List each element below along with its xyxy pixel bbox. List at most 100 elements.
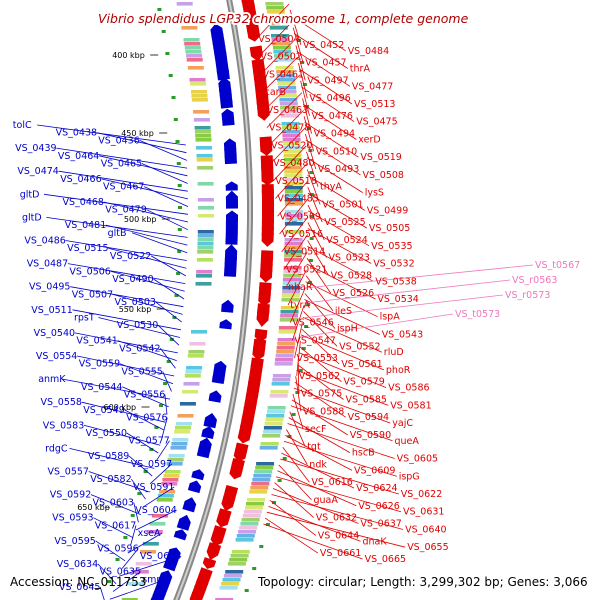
gene-label: VS_0593 (52, 513, 93, 524)
cog-block-inner (191, 330, 207, 334)
cog-block-outer (229, 558, 248, 562)
gene-label-leader (289, 9, 302, 46)
gene-label-leader (97, 563, 117, 585)
cog-block-outer (238, 530, 257, 534)
rna-tick-inner (169, 338, 174, 341)
cog-block-outer (280, 114, 299, 118)
cog-block-inner (157, 494, 174, 498)
gene-label-leader (307, 228, 372, 264)
cog-block-outer (278, 330, 297, 334)
gene-label-leader (164, 394, 168, 415)
rna-tick-inner (154, 426, 159, 429)
cog-block-outer (284, 182, 303, 186)
cog-block-outer (269, 22, 287, 26)
gene-label: VS_0487 (27, 259, 68, 270)
rna-tick-outer (308, 259, 313, 262)
cog-block-outer (254, 470, 273, 474)
gene-label-leader (258, 21, 293, 57)
gene-label-leader (307, 192, 368, 229)
gene-label: VS_0592 (50, 490, 91, 501)
cog-block-outer (265, 2, 284, 6)
cog-block-inner (175, 426, 191, 430)
gene-label-leader (290, 15, 346, 52)
rna-tick-inner (165, 52, 170, 55)
gene-label: VS_0582 (90, 474, 131, 485)
gene-label: VS_0626 (358, 501, 399, 512)
cog-block-outer (265, 418, 284, 422)
forward-gene-arrow (237, 431, 251, 444)
forward-gene-arrow (261, 232, 274, 247)
gene-label: VS_0519 (360, 152, 401, 163)
cog-block-outer (284, 170, 303, 174)
gene-label-leader (128, 455, 153, 477)
cog-block-inner (128, 582, 145, 586)
cog-block-inner (196, 146, 212, 150)
cog-block-inner (196, 158, 213, 162)
cog-block-inner (151, 514, 168, 518)
reverse-gene-arrow (176, 514, 191, 531)
kbp-label: 400 kbp (112, 51, 145, 60)
gene-label: VS_0501 (322, 200, 363, 211)
cog-block-outer (281, 126, 300, 130)
rna-tick-outer (306, 303, 311, 306)
rna-label: VS_t0567 (535, 260, 580, 271)
gene-label-leader (296, 370, 389, 406)
gene-label: VS_0589 (88, 451, 129, 462)
gene-label-leader (307, 210, 370, 247)
gene-label: VS_0496 (309, 93, 350, 104)
cog-block-outer (284, 198, 303, 202)
gene-label-leader (285, 251, 308, 288)
cog-block-inner (183, 38, 200, 42)
gene-label-leader (299, 346, 342, 383)
gene-label: guaA (314, 495, 339, 506)
gene-label: rdgC (45, 443, 68, 454)
reverse-gene-arrow (225, 235, 238, 245)
cog-block-outer (276, 70, 295, 74)
forward-gene-arrow (259, 269, 273, 283)
gene-label-leader (306, 157, 363, 193)
cog-block-outer (282, 282, 301, 286)
cog-block-outer (284, 190, 303, 194)
cog-block-inner (190, 82, 206, 86)
cog-block-outer (284, 162, 302, 166)
gene-label-leader (81, 401, 166, 423)
cog-block-inner (194, 126, 211, 130)
gene-label: thrA (350, 64, 371, 75)
cog-block-inner (197, 246, 214, 250)
cog-block-outer (274, 54, 292, 58)
gene-label: VS_0645 (59, 582, 100, 593)
gene-label: tyrA (290, 300, 310, 311)
backbone-highlight (175, 0, 251, 600)
rna-tick-inner (173, 118, 178, 121)
gene-label-leader (304, 299, 380, 335)
gene-label: VS_0534 (377, 294, 418, 305)
gene-label: VS_0463 (267, 105, 308, 116)
cog-block-inner (195, 282, 212, 286)
cog-block-outer (284, 242, 303, 246)
cog-block-inner (179, 402, 196, 406)
gene-label: VS_0576 (126, 413, 167, 424)
gene-label: VS_0477 (352, 81, 393, 92)
map-title: Vibrio splendidus LGP32 chromosome 1, co… (98, 11, 469, 26)
gene-label-leader (157, 324, 180, 346)
gene-label: VS_0609 (354, 465, 395, 476)
gene-label-leader (294, 323, 303, 359)
gene-label: VS_0485 (277, 194, 318, 205)
gene-label: phoR (386, 365, 411, 376)
forward-gene-arrow (233, 448, 247, 462)
cog-block-outer (230, 554, 249, 558)
cog-block-outer (256, 462, 275, 466)
gene-label: VS_0521 (286, 265, 327, 276)
rna-tick-inner (159, 404, 163, 407)
gene-label: VS_0505 (369, 223, 410, 234)
gene-label-leader (135, 509, 177, 531)
gene-label-leader (307, 222, 327, 258)
gene-label-leader (275, 476, 402, 513)
gene-label-leader (277, 181, 308, 217)
reverse-gene-arrow (225, 216, 238, 228)
gene-label: VS_0457 (305, 58, 346, 69)
cog-block-inner (197, 242, 214, 246)
cog-block-inner (146, 530, 163, 534)
gene-label-leader (131, 478, 146, 500)
cog-block-outer (277, 342, 296, 346)
